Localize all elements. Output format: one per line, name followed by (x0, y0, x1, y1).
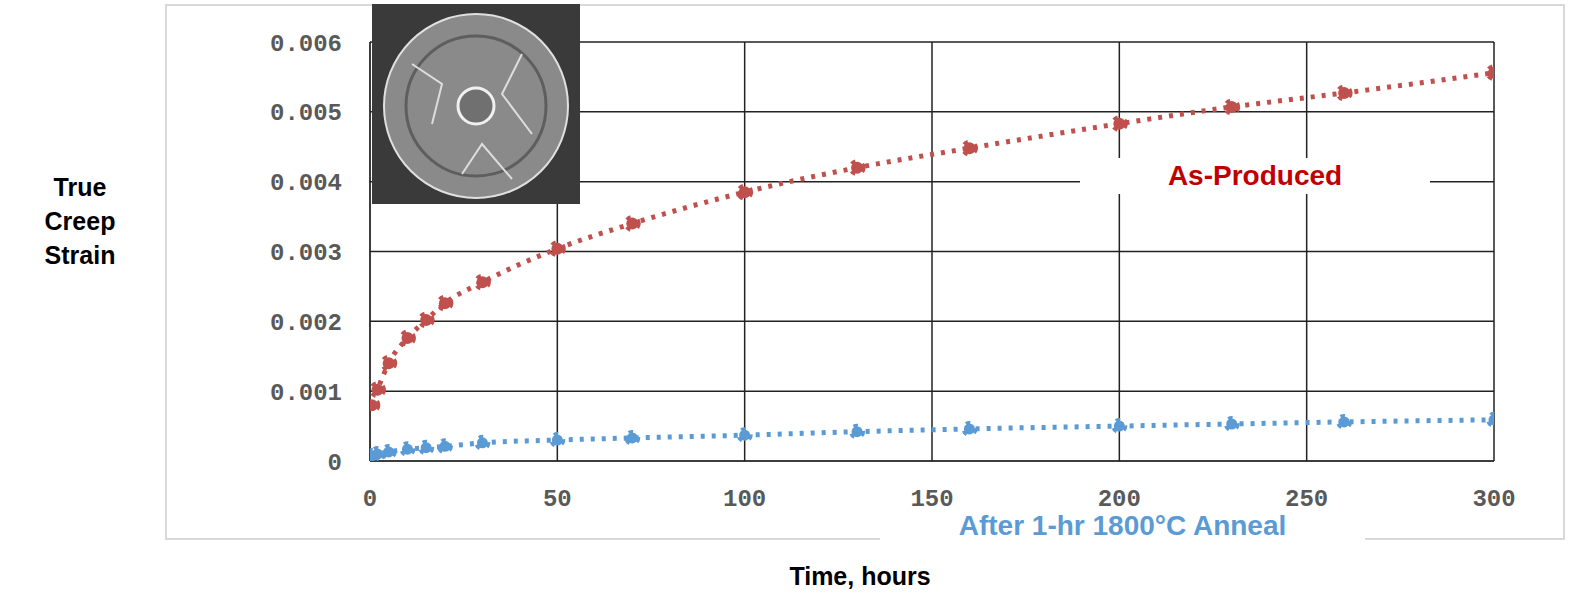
svg-text:200: 200 (1097, 486, 1141, 513)
svg-text:0.004: 0.004 (270, 170, 342, 197)
svg-text:0.001: 0.001 (270, 380, 342, 407)
svg-text:0: 0 (363, 486, 377, 513)
svg-text:150: 150 (910, 486, 954, 513)
svg-text:0: 0 (328, 450, 342, 477)
html-text:Time, hours: Time, hours (789, 562, 931, 590)
svg-text:0.002: 0.002 (270, 310, 342, 337)
svg-text:0.005: 0.005 (270, 100, 342, 127)
html-text:As-Produced: As-Produced (1167, 160, 1343, 191)
svg-text:0.006: 0.006 (270, 31, 342, 58)
svg-text:100: 100 (723, 486, 766, 513)
svg-text:300: 300 (1472, 486, 1515, 513)
html-text:Creep: Creep (44, 207, 116, 235)
svg-text:250: 250 (1285, 486, 1329, 513)
html-text:True: True (53, 173, 107, 201)
svg-text:0.003: 0.003 (270, 240, 342, 267)
html-text:After 1-hr 1800°C Anneal: After 1-hr 1800°C Anneal (958, 510, 1287, 541)
svg-text:50: 50 (543, 486, 572, 513)
html-text:Strain: Strain (44, 241, 116, 269)
